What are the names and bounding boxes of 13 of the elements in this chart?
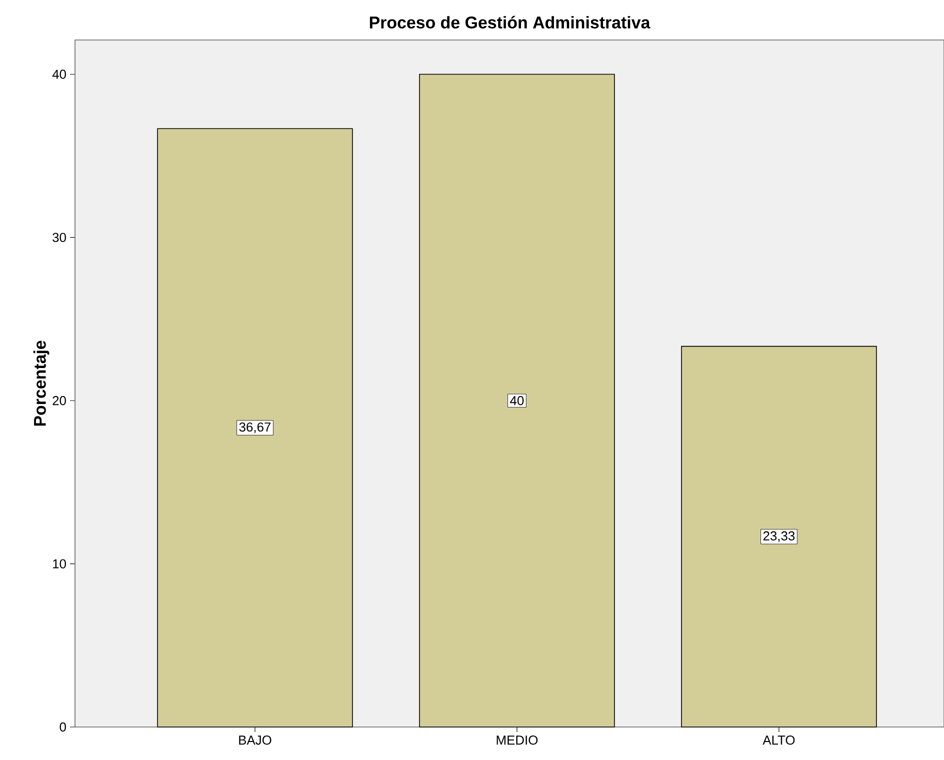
chart-title: Proceso de Gestión Administrativa <box>370 16 650 29</box>
data-label: 40 <box>510 396 524 406</box>
y-axis-title: Porcentaje <box>33 340 50 426</box>
x-tick-label: ALTO <box>762 736 795 745</box>
y-tick-label: 10 <box>53 559 66 568</box>
y-tick-label: 0 <box>60 722 66 732</box>
y-tick-label: 20 <box>52 396 66 406</box>
y-tick-label: 30 <box>52 232 66 242</box>
data-label: 23,33 <box>763 531 795 542</box>
x-tick-label: MEDIO <box>496 736 538 745</box>
x-tick-label: BAJO <box>239 736 272 745</box>
data-label: 36,67 <box>239 422 271 434</box>
y-tick-label: 40 <box>52 70 66 79</box>
